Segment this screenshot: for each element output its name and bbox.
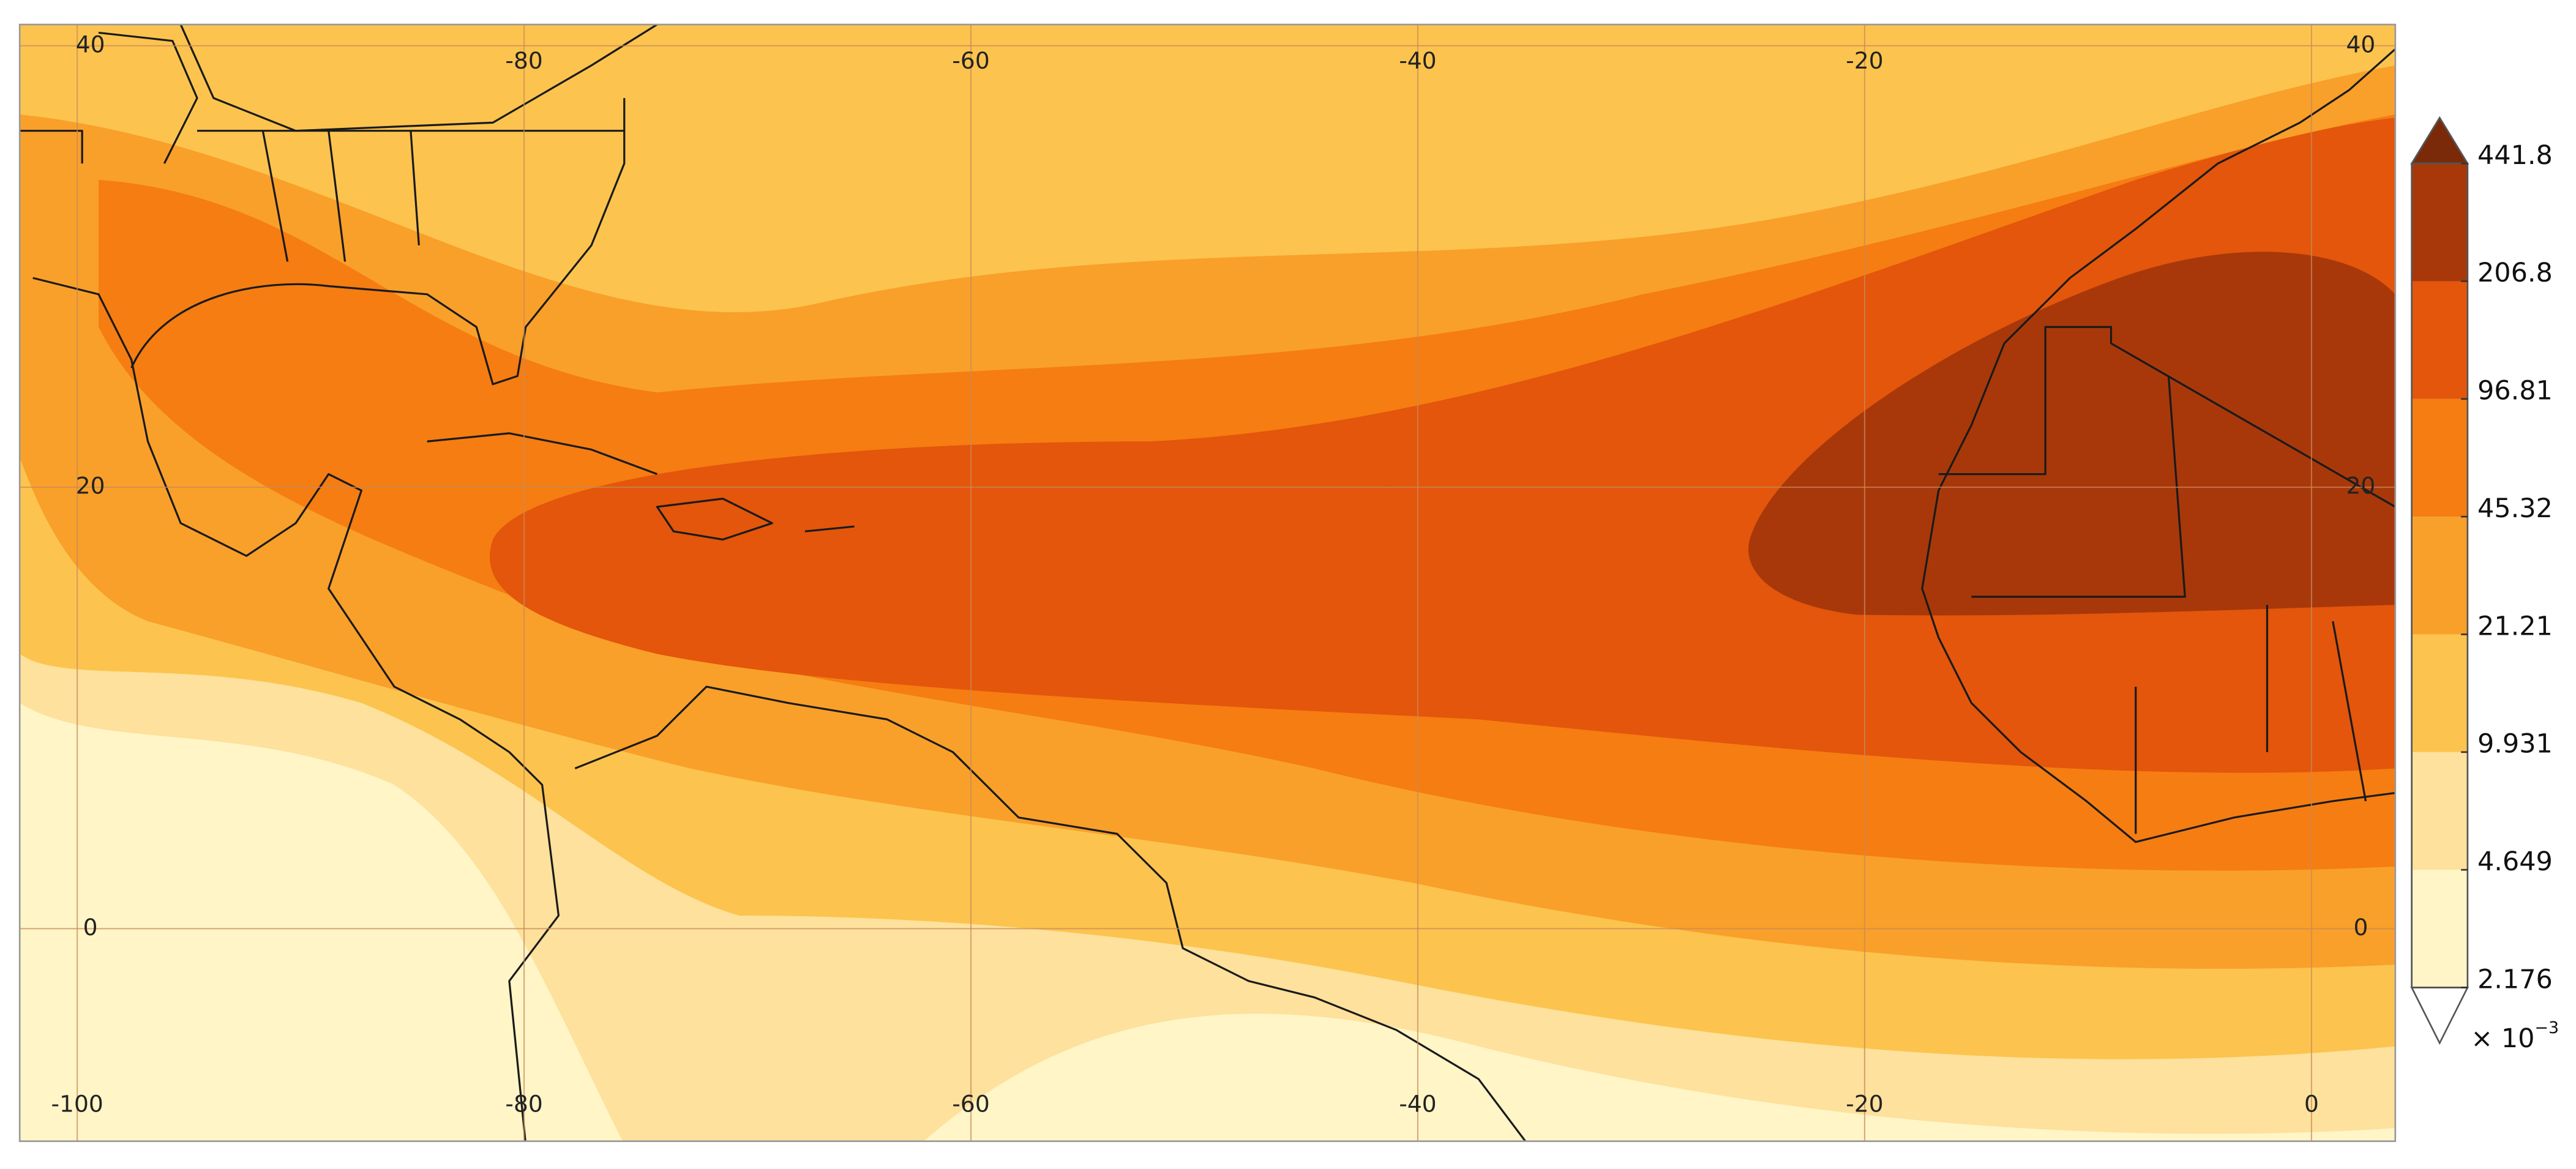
colorbar-band — [2411, 398, 2468, 517]
colorbar-band — [2411, 281, 2468, 399]
map-field — [20, 24, 2395, 1141]
colorbar-label: 4.649 — [2477, 846, 2553, 877]
colorbar-label: 21.21 — [2477, 611, 2553, 641]
colorbar-multiplier: × 10−3 — [2471, 1018, 2559, 1054]
colorbar-label: 9.931 — [2477, 729, 2553, 760]
lon-label-bottom: -80 — [505, 1090, 542, 1117]
lon-label-top: -20 — [1846, 47, 1883, 74]
colorbar-label: 206.8 — [2477, 258, 2553, 288]
colorbar-band — [2411, 517, 2468, 635]
lon-label-bottom: -100 — [51, 1090, 103, 1117]
graticule: -100 -80 -60 -40 -20 0 -80 -60 -40 -20 40 20 0 40 20 0 — [20, 24, 2395, 1141]
colorbar-under — [2410, 987, 2469, 1045]
colorbar-label: 2.176 — [2477, 964, 2553, 995]
lat-label-right: 20 — [2346, 472, 2376, 499]
lon-label-bottom: -60 — [952, 1090, 989, 1117]
colorbar-label: 45.32 — [2477, 493, 2553, 524]
coastlines — [20, 24, 2395, 1141]
colorbar-band — [2411, 870, 2468, 988]
lon-label-bottom: -40 — [1399, 1090, 1436, 1117]
lat-label-right: 40 — [2346, 31, 2376, 58]
colorbar-band — [2411, 752, 2468, 870]
colorbar-band — [2411, 163, 2468, 282]
lon-label-top: -60 — [952, 47, 989, 74]
lon-label-bottom: -20 — [1846, 1090, 1883, 1117]
lat-label-left: 0 — [83, 914, 98, 941]
multiplier-exponent: −3 — [2534, 1018, 2559, 1037]
lat-label-left: 40 — [76, 31, 105, 58]
colorbar-frame — [2411, 162, 2469, 988]
colorbar-label: 96.81 — [2477, 376, 2553, 406]
contour-level-7 — [1748, 252, 2395, 616]
colorbar-label: 441.8 — [2477, 140, 2553, 171]
lon-label-bottom: 0 — [2304, 1090, 2319, 1117]
multiplier-base: × 10 — [2471, 1023, 2534, 1054]
lat-label-left: 20 — [76, 472, 105, 499]
map-frame — [18, 23, 2397, 1142]
colorbar: 2.176 4.649 9.931 21.21 45.32 96.81 206.8 441.8… — [2410, 116, 2559, 1054]
lon-label-top: -80 — [505, 47, 542, 74]
lat-label-right: 0 — [2353, 914, 2368, 941]
colorbar-over — [2410, 116, 2469, 165]
colorbar-band — [2411, 634, 2468, 752]
lon-label-top: -40 — [1399, 47, 1436, 74]
